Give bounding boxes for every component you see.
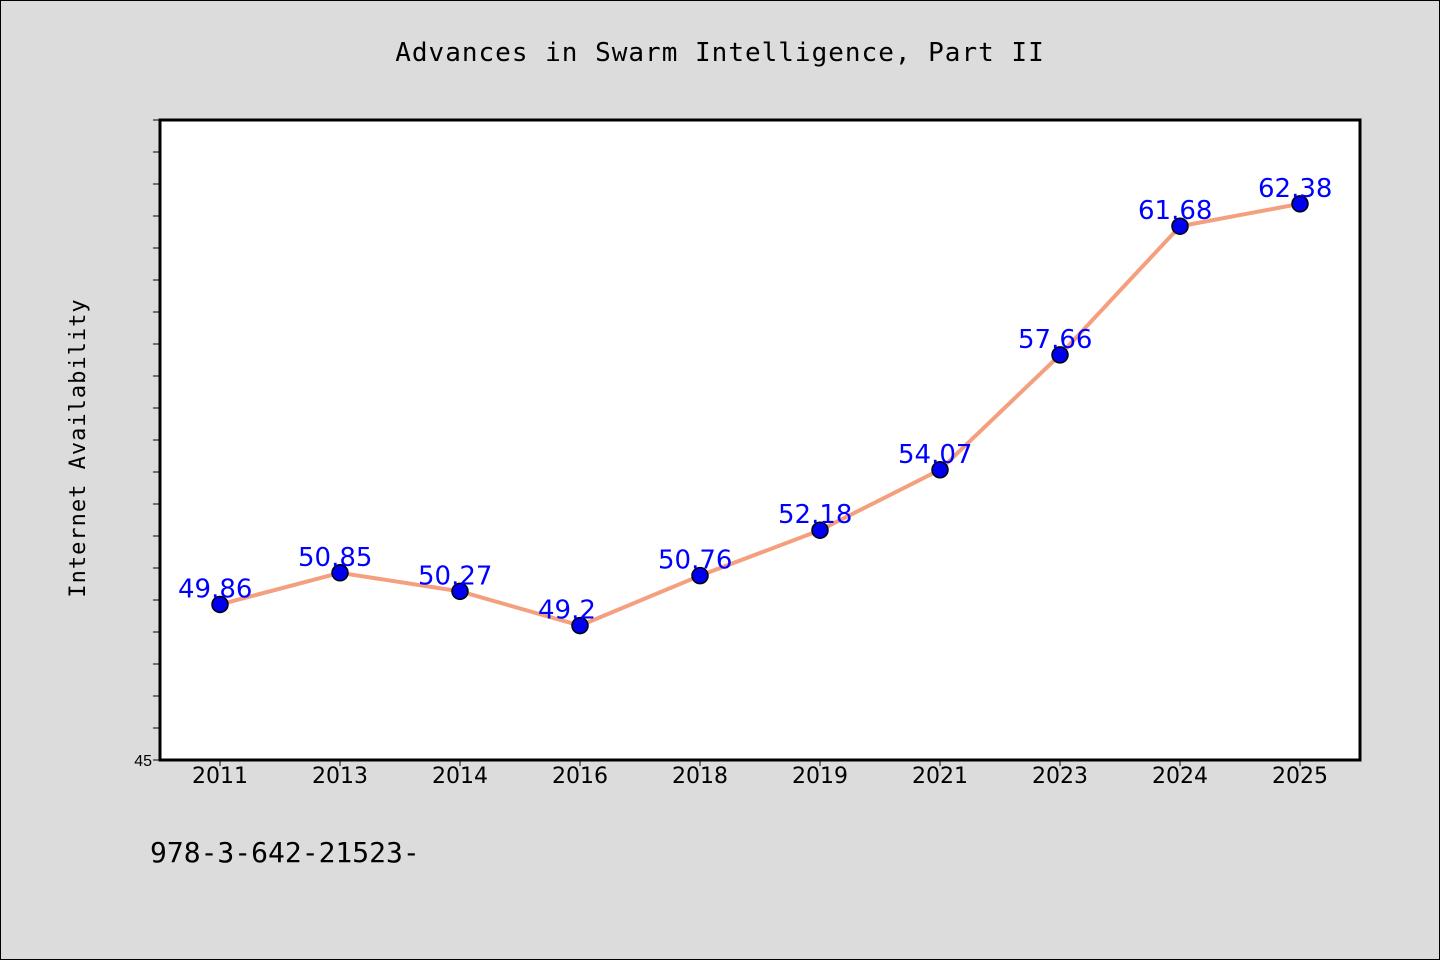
x-tick-label: 2024	[1152, 764, 1208, 789]
data-label: 49.2	[538, 596, 596, 626]
footer-text: 978-3-642-21523-	[150, 836, 420, 869]
data-label: 50.85	[298, 543, 372, 573]
x-tick-label: 2018	[672, 764, 728, 789]
data-point	[691, 566, 709, 585]
x-tick-label: 2013	[312, 764, 368, 789]
x-tick-label: 2023	[1032, 764, 1088, 789]
data-series	[211, 195, 1309, 635]
x-tick-label: 2011	[192, 764, 248, 789]
data-label: 49.86	[178, 574, 252, 604]
chart-title: Advances in Swarm Intelligence, Part II	[395, 38, 1044, 68]
data-point	[1291, 195, 1309, 213]
data-point	[451, 582, 469, 601]
y-tick-label: 45	[134, 753, 152, 770]
x-axis-ticks: 2011 2013 2014 2016 2018 2019 2021 2023 2024 2025	[192, 760, 1328, 789]
data-label: 54.07	[898, 440, 972, 470]
data-point	[211, 595, 229, 614]
data-point	[571, 616, 589, 635]
y-axis-ticks: 45	[134, 119, 160, 770]
data-label: 57.66	[1018, 325, 1092, 355]
data-point	[1051, 346, 1069, 364]
plot-area	[158, 118, 1362, 762]
data-labels: 49.86 50.85 50.27 49.2 50.76 52.18 54.07 57.66 6…	[178, 174, 1332, 626]
data-label: 50.76	[658, 546, 732, 576]
data-point	[811, 521, 829, 539]
x-tick-label: 2021	[912, 764, 968, 789]
data-point	[931, 461, 949, 479]
x-tick-label: 2019	[792, 764, 848, 789]
data-label: 61.68	[1138, 196, 1212, 226]
x-tick-label: 2016	[552, 764, 608, 789]
data-label: 50.27	[418, 561, 492, 591]
data-point	[1171, 217, 1189, 235]
series-line	[218, 201, 1302, 628]
x-tick-label: 2014	[432, 764, 488, 789]
data-point	[331, 564, 349, 582]
data-label: 62.38	[1258, 174, 1332, 204]
x-tick-label: 2025	[1272, 764, 1328, 789]
y-axis-label: Internet Availability	[66, 298, 91, 597]
data-label: 52.18	[778, 500, 852, 530]
